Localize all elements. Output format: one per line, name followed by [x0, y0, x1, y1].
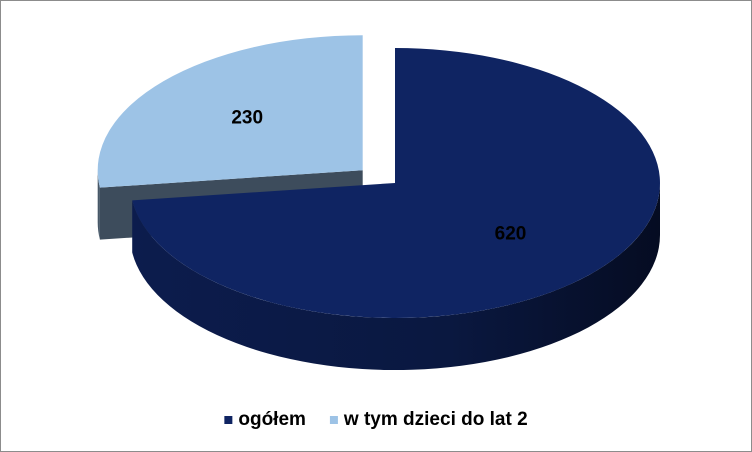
legend-item: ogółem: [224, 409, 306, 430]
legend-marker: [224, 416, 233, 424]
slice: [132, 48, 660, 318]
slice: [97, 35, 363, 188]
legend-label: ogółem: [238, 409, 306, 430]
plot: 230 620: [97, 35, 660, 371]
legend-item: w tym dzieci do lat 2: [329, 409, 528, 430]
legend-label: w tym dzieci do lat 2: [343, 409, 528, 430]
legend-marker: [329, 416, 338, 424]
slice-wall: [97, 170, 100, 240]
legend: ogółem w tym dzieci do lat 2: [224, 409, 528, 430]
slice-wall: [132, 183, 660, 371]
data-label: 620: [495, 224, 527, 245]
data-label: 230: [231, 108, 263, 129]
